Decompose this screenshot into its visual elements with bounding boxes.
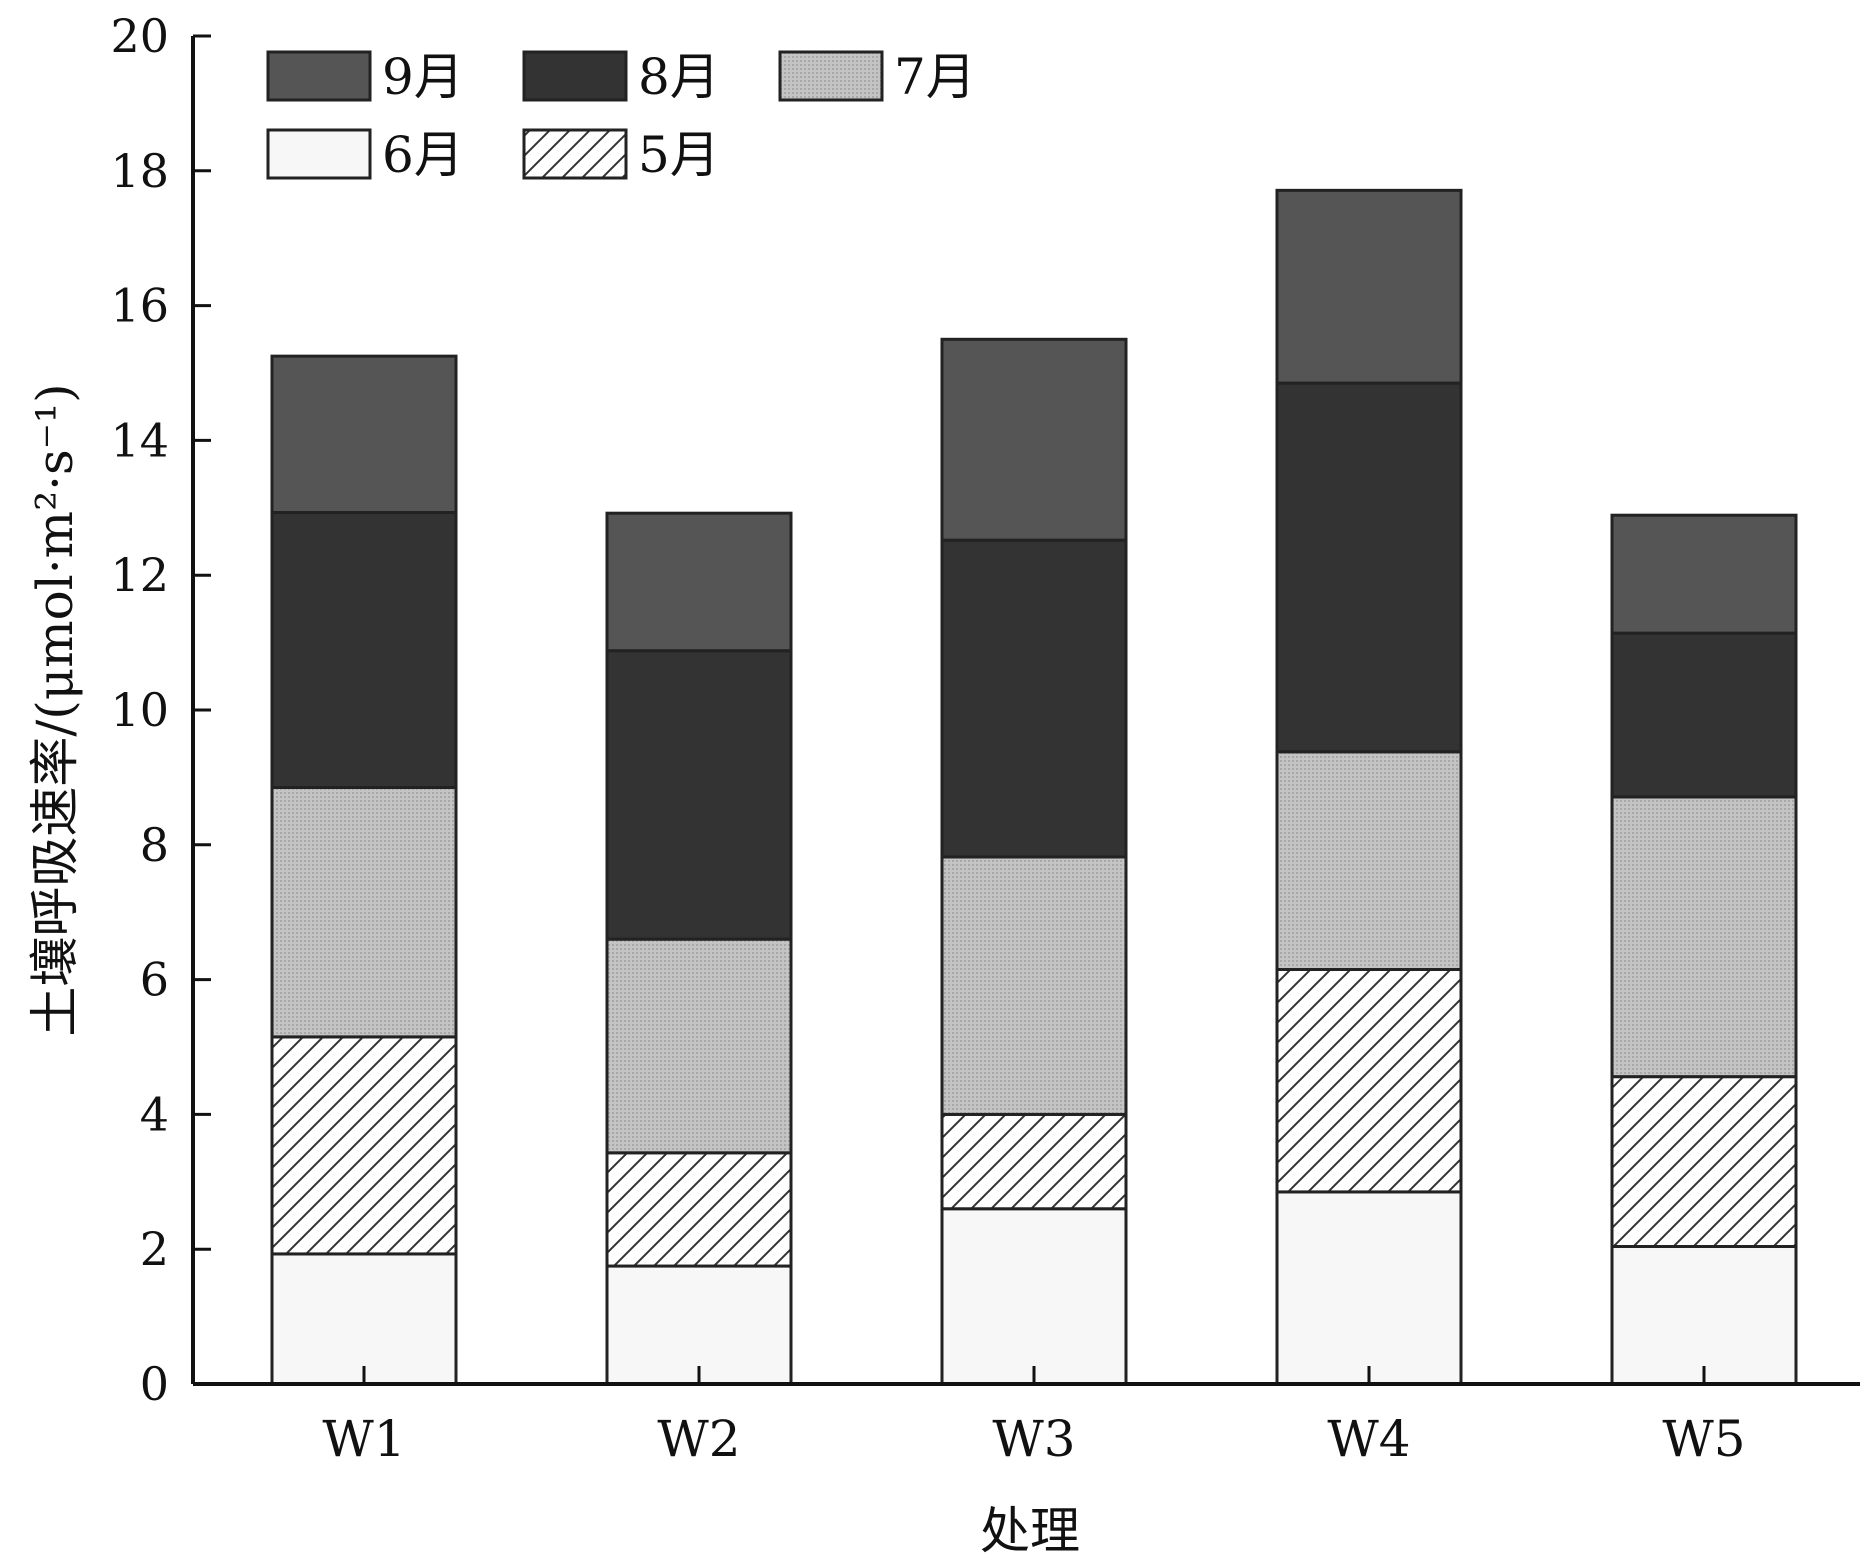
bar-w5-segment-4 [1610, 513, 1798, 635]
y-axis-title: 土壤呼吸速率/(μmol·m²·s⁻¹) [26, 383, 84, 1036]
bar-w1-segment-3 [270, 511, 458, 790]
bar-w2-segment-1 [605, 1151, 793, 1268]
bar-w3-segment-1 [940, 1112, 1128, 1211]
legend-label: 6月 [382, 126, 464, 184]
bar-w4-segment-3 [1275, 381, 1463, 754]
x-category-label: W3 [992, 1410, 1075, 1468]
y-tick-label: 0 [140, 1357, 169, 1411]
x-axis-title: 处理 [980, 1502, 1080, 1560]
legend-swatch [266, 128, 372, 180]
x-category-label: W2 [657, 1410, 740, 1468]
y-tick-label: 2 [140, 1222, 169, 1276]
legend-swatch [266, 50, 372, 102]
y-tick-label: 6 [140, 953, 169, 1007]
bar-w5-segment-2 [1610, 795, 1798, 1079]
bar-w5-segment-1 [1610, 1075, 1798, 1249]
y-tick-label: 14 [110, 413, 169, 467]
bars-layer [270, 188, 1798, 1386]
y-tick-label: 12 [110, 548, 169, 602]
bar-w4-segment-2 [1275, 750, 1463, 971]
bar-w3-segment-0 [940, 1207, 1128, 1386]
legend-label: 9月 [382, 48, 464, 106]
x-category-label: W4 [1327, 1410, 1410, 1468]
bar-w4-segment-4 [1275, 188, 1463, 385]
bar-w1-segment-2 [270, 786, 458, 1039]
bar-w3-segment-4 [940, 337, 1128, 542]
bar-w2-segment-2 [605, 937, 793, 1155]
legend-swatch [778, 50, 884, 102]
bar-w3-segment-3 [940, 538, 1128, 859]
bar-w4-segment-0 [1275, 1190, 1463, 1386]
bar-w2-segment-0 [605, 1264, 793, 1386]
legend-label: 7月 [894, 48, 976, 106]
x-categories: W1 W2 W3 W4 W5 [322, 1366, 1746, 1468]
bar-w5-segment-0 [1610, 1245, 1798, 1386]
bar-w2-segment-4 [605, 511, 793, 653]
y-ticks: 0 2 4 6 8 10 12 14 16 18 20 [110, 9, 211, 1411]
legend-label: 5月 [638, 126, 720, 184]
y-tick-label: 20 [110, 9, 169, 63]
y-tick-label: 8 [140, 818, 169, 872]
bar-w1-segment-1 [270, 1035, 458, 1256]
bar-w4-segment-1 [1275, 967, 1463, 1194]
x-category-label: W1 [322, 1410, 405, 1468]
y-tick-label: 18 [110, 144, 169, 198]
bar-w1-segment-0 [270, 1252, 458, 1386]
bar-w3-segment-2 [940, 855, 1128, 1116]
x-category-label: W5 [1662, 1410, 1745, 1468]
y-tick-label: 4 [140, 1087, 169, 1141]
legend-swatch [522, 128, 628, 180]
bar-w5-segment-3 [1610, 631, 1798, 799]
legend-label: 8月 [638, 48, 720, 106]
y-tick-label: 16 [110, 279, 169, 333]
legend-swatch [522, 50, 628, 102]
bar-w2-segment-3 [605, 649, 793, 941]
y-tick-label: 10 [110, 683, 169, 737]
legend: 9月 8月 7月 6月 5月 [266, 48, 976, 184]
bar-w1-segment-4 [270, 354, 458, 515]
